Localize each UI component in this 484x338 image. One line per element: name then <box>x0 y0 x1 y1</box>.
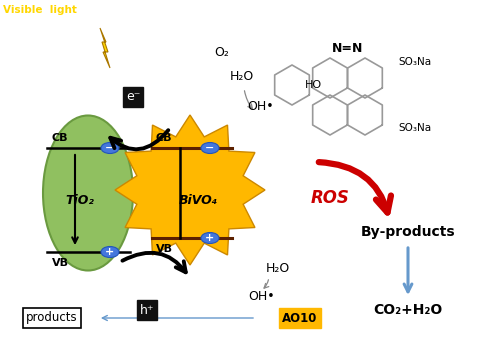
FancyArrowPatch shape <box>244 91 252 109</box>
Text: OH•: OH• <box>249 290 275 303</box>
Text: VB: VB <box>52 258 69 268</box>
Text: VB: VB <box>156 244 173 254</box>
Text: e⁻: e⁻ <box>126 91 140 103</box>
FancyArrowPatch shape <box>319 162 391 213</box>
Text: ROS: ROS <box>311 189 349 207</box>
Text: Visible  light: Visible light <box>3 5 77 15</box>
FancyArrowPatch shape <box>264 280 269 288</box>
Polygon shape <box>100 28 110 68</box>
Text: −: − <box>205 143 215 153</box>
Text: CB: CB <box>156 133 172 143</box>
Text: +: + <box>106 247 115 257</box>
Text: BiVO₄: BiVO₄ <box>179 193 218 207</box>
FancyArrowPatch shape <box>122 253 186 272</box>
FancyArrowPatch shape <box>404 248 412 292</box>
Text: +: + <box>205 233 214 243</box>
Text: O₂: O₂ <box>214 46 229 58</box>
Text: H₂O: H₂O <box>266 262 290 274</box>
Text: N=N: N=N <box>333 42 363 54</box>
Text: products: products <box>26 312 78 324</box>
Text: −: − <box>106 143 115 153</box>
Text: h⁺: h⁺ <box>140 304 154 316</box>
Ellipse shape <box>201 143 219 153</box>
Text: SO₃Na: SO₃Na <box>398 123 431 133</box>
Text: By-products: By-products <box>361 225 455 239</box>
Text: HO: HO <box>304 80 321 90</box>
Text: CO₂+H₂O: CO₂+H₂O <box>373 303 443 317</box>
Text: CB: CB <box>52 133 69 143</box>
Text: OH•: OH• <box>248 99 274 113</box>
FancyArrowPatch shape <box>102 315 253 320</box>
Polygon shape <box>115 115 265 265</box>
Text: SO₃Na: SO₃Na <box>398 57 431 67</box>
Text: TiO₂: TiO₂ <box>65 193 94 207</box>
Ellipse shape <box>101 246 119 258</box>
Ellipse shape <box>43 116 133 270</box>
Text: AO10: AO10 <box>282 312 318 324</box>
Ellipse shape <box>201 233 219 243</box>
Text: H₂O: H₂O <box>230 71 254 83</box>
FancyArrowPatch shape <box>110 130 168 149</box>
Ellipse shape <box>101 143 119 153</box>
